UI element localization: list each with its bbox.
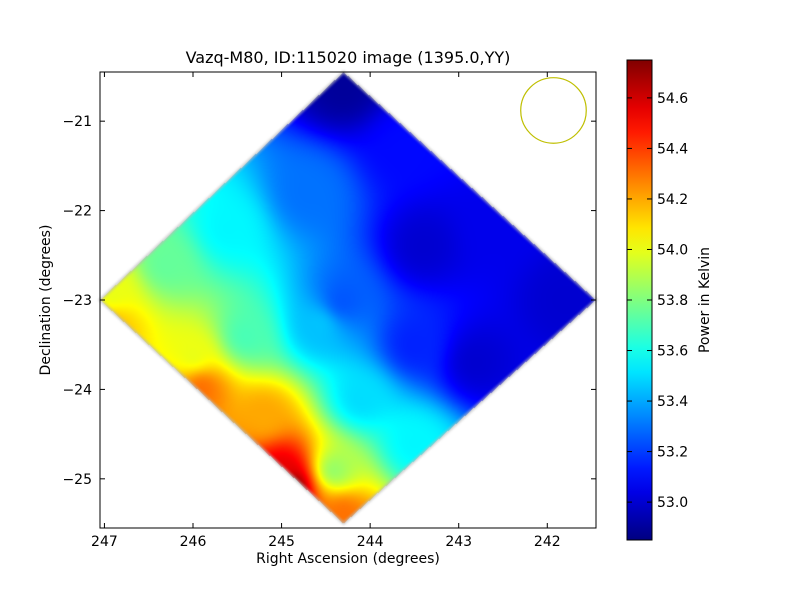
- y-tick-label: −21: [62, 114, 92, 130]
- colorbar-tick-label: 53.8: [657, 293, 688, 309]
- beam-circle: [520, 77, 587, 144]
- region-outline: [98, 70, 598, 526]
- x-tick-label: 242: [534, 534, 561, 550]
- y-axis-label: Declination (degrees): [38, 225, 54, 376]
- colorbar-tick-label: 53.6: [657, 344, 688, 360]
- y-tick-label: −25: [62, 472, 92, 488]
- colorbar-tick-label: 54.6: [657, 91, 688, 107]
- colorbar-tick-label: 53.4: [657, 394, 688, 410]
- x-tick-label: 245: [268, 534, 295, 550]
- x-tick-label: 244: [357, 534, 384, 550]
- y-axis: −21 −22 −23 −24 −25: [62, 114, 596, 488]
- x-tick-label: 246: [180, 534, 207, 550]
- x-tick-label: 247: [91, 534, 118, 550]
- heatmap-image: [100, 72, 596, 528]
- y-tick-label: −22: [62, 204, 92, 220]
- y-tick-label: −24: [62, 382, 92, 398]
- colorbar-axis: 53.0 53.2 53.4 53.6 53.8 54.0 54.2 54.4 54.6: [627, 91, 688, 511]
- x-axis: 247 246 245 244 243 242: [91, 72, 561, 550]
- colorbar-label: Power in Kelvin: [697, 247, 713, 353]
- colorbar-tick-label: 53.0: [657, 495, 688, 511]
- y-tick-label: −23: [62, 293, 92, 309]
- colorbar-tick-label: 53.2: [657, 445, 688, 461]
- colorbar-tick-label: 54.0: [657, 242, 688, 258]
- chart-title: Vazq-M80, ID:115020 image (1395.0,YY): [186, 48, 511, 67]
- heatmap: [100, 72, 596, 528]
- x-axis-label: Right Ascension (degrees): [256, 551, 440, 567]
- colorbar-tick-label: 54.4: [657, 141, 688, 157]
- x-tick-label: 243: [445, 534, 472, 550]
- colorbar-tick-label: 54.2: [657, 192, 688, 208]
